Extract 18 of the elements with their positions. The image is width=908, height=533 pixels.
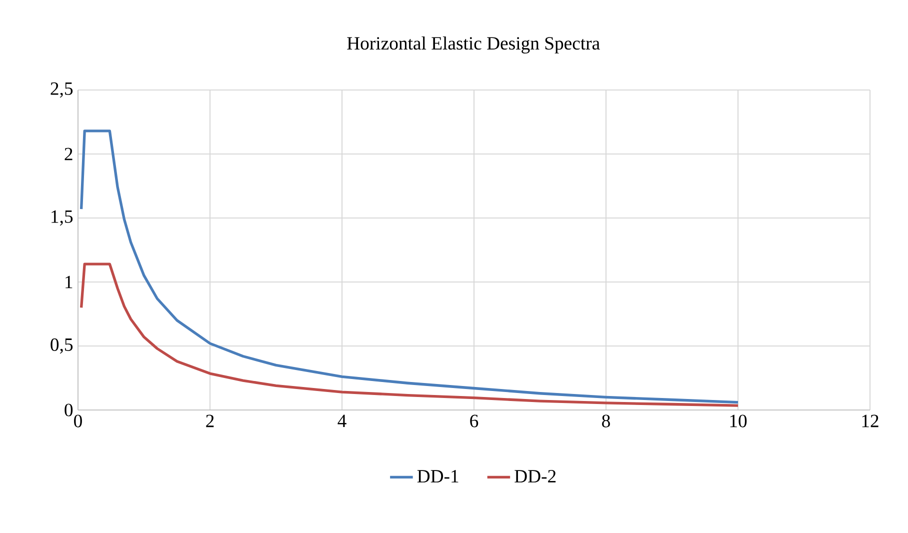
y-tick-label: 2,5 xyxy=(50,82,73,98)
legend-label: DD-1 xyxy=(417,470,458,482)
x-tick-label: 6 xyxy=(470,414,478,428)
chart-title: Horizontal Elastic Design Spectra xyxy=(347,36,600,54)
x-tick-label: 10 xyxy=(730,414,747,428)
line-series xyxy=(80,262,740,407)
x-tick-label: 2 xyxy=(206,414,214,428)
y-tick-label: 1 xyxy=(66,276,72,288)
y-tick-label: 0 xyxy=(64,404,73,416)
legend-label: DD-2 xyxy=(514,470,556,482)
x-tick-label: 0 xyxy=(74,414,82,428)
x-tick-label: 12 xyxy=(862,414,878,428)
y-tick-label: 2 xyxy=(64,148,72,160)
line-series xyxy=(80,130,740,404)
y-tick-label: 1,5 xyxy=(52,210,73,226)
y-tick-label: 0,5 xyxy=(50,338,73,354)
x-tick-label: 4 xyxy=(338,414,346,427)
x-tick-label: 8 xyxy=(602,414,610,428)
